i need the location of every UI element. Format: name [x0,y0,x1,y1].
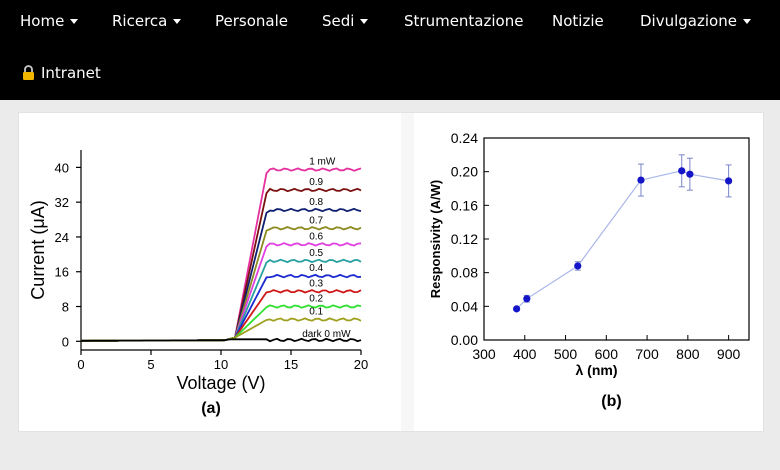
y-tick-label: 0.08 [451,265,478,281]
data-point [686,170,694,178]
y-tick-label: 16 [55,265,69,280]
nav-item-notizie[interactable]: Notizie [552,12,604,30]
chevron-down-icon [70,19,79,24]
y-axis-label: Current (μA) [28,200,48,299]
y-tick-label: 40 [55,160,69,175]
data-point [574,262,582,270]
nav-item-sedi[interactable]: Sedi [322,12,369,30]
series-label: 0.5 [309,248,323,259]
y-tick-label: 24 [55,230,69,245]
y-tick-label: 0.04 [451,298,478,314]
chevron-down-icon [360,19,369,24]
x-tick-label: 0 [77,357,84,372]
nav-item-divulgazione[interactable]: Divulgazione [640,12,751,30]
y-tick-label: 0.20 [451,164,478,180]
y-tick-label: 0.24 [451,130,478,146]
nav-item-personale[interactable]: Personale [215,12,288,30]
nav-item-intranet[interactable]: Intranet [22,64,101,82]
content-card: 0 5 10 15 20 0 8 16 24 32 40 Voltage (V) Current (μA… [18,112,764,432]
series-label: 0.9 [309,177,323,188]
x-tick-label: 500 [554,346,578,362]
x-tick-label: 300 [472,346,496,362]
nav-item-ricerca[interactable]: Ricerca [112,12,182,30]
x-tick-label: 10 [214,357,228,372]
nav-item-label: Ricerca [112,12,168,30]
series-label: dark 0 mW [302,329,351,340]
data-point [637,176,645,184]
nav-item-label: Personale [215,12,288,30]
x-axis-label: Voltage (V) [176,373,265,393]
x-tick-label: 15 [284,357,298,372]
nav-item-home[interactable]: Home [20,12,79,30]
data-point [513,305,521,313]
y-tick-label: 0.00 [451,332,478,348]
chart-panel-b: 300 400 500 600 700 800 900 0.00 0.04 0.08 0.12 0.1… [428,130,750,410]
series-line [81,337,362,343]
chart-panel-a: 0 5 10 15 20 0 8 16 24 32 40 Voltage (V) Current (μA… [28,150,368,417]
main-menu: Home Ricerca Personale Sedi Strumentazio… [0,0,780,44]
data-point [678,167,686,175]
figure: 0 5 10 15 20 0 8 16 24 32 40 Voltage (V) Current (μA… [19,113,763,431]
nav-item-label: Notizie [552,12,604,30]
y-tick-label: 0.12 [451,231,478,247]
nav-item-strumentazione[interactable]: Strumentazione [404,12,523,30]
panel-a-background [19,113,401,431]
nav-item-label: Sedi [322,12,355,30]
series-label: 0.4 [309,263,323,274]
chevron-down-icon [173,19,182,24]
x-tick-label: 5 [147,357,154,372]
nav-item-label: Strumentazione [404,12,524,30]
y-tick-label: 0.16 [451,197,478,213]
x-tick-label: 400 [513,346,537,362]
nav-item-label: Intranet [41,64,101,82]
x-axis-label: λ (nm) [576,362,618,378]
panel-b-background [414,113,763,431]
y-tick-label: 8 [62,300,69,315]
series-label: 0.6 [309,231,323,242]
series-label: 0.3 [309,278,323,289]
nav-item-label: Divulgazione [640,12,737,30]
series-label: 0.8 [309,197,323,208]
panel-label: (a) [201,400,221,417]
lock-icon [23,65,34,80]
data-point [725,177,733,185]
series-label: 0.1 [309,307,323,318]
top-navbar: Home Ricerca Personale Sedi Strumentazio… [0,0,780,100]
x-tick-label: 900 [717,346,741,362]
y-tick-label: 32 [55,195,69,210]
chevron-down-icon [742,19,751,24]
x-tick-label: 600 [595,346,619,362]
nav-item-label: Home [20,12,65,30]
y-axis-label: Responsivity (A/W) [428,180,443,298]
x-tick-label: 20 [354,357,368,372]
y-tick-label: 0 [62,334,69,349]
series-label: 0.2 [309,294,323,305]
panel-label: (b) [601,393,621,410]
x-tick-label: 700 [635,346,659,362]
data-point [523,295,531,303]
series-label: 0.7 [309,215,323,226]
x-tick-label: 800 [676,346,700,362]
series-label: 1 mW [309,157,336,168]
